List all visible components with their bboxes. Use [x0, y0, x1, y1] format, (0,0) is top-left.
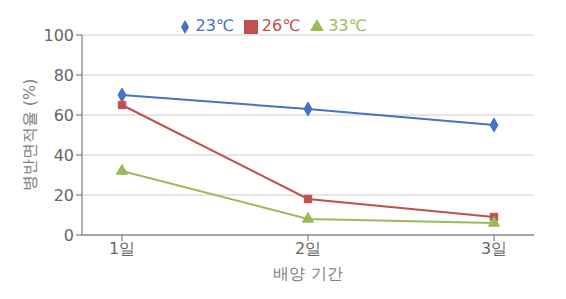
svg-text:80: 80 — [54, 66, 74, 85]
svg-text:3일: 3일 — [481, 239, 507, 258]
svg-text:1일: 1일 — [109, 239, 135, 258]
svg-text:2일: 2일 — [295, 239, 321, 258]
svg-text:0: 0 — [64, 226, 74, 245]
svg-text:20: 20 — [54, 186, 74, 205]
svg-text:100: 100 — [43, 26, 74, 45]
svg-text:40: 40 — [54, 146, 74, 165]
svg-text:병반면적율 (%): 병반면적율 (%) — [20, 79, 39, 192]
html-text:23℃: 23℃ — [195, 16, 234, 35]
svg-text:60: 60 — [54, 106, 74, 125]
html-text:26℃: 26℃ — [261, 16, 301, 35]
html-text:33℃: 33℃ — [328, 16, 367, 35]
svg-text:배양 기간: 배양 기간 — [273, 264, 342, 283]
